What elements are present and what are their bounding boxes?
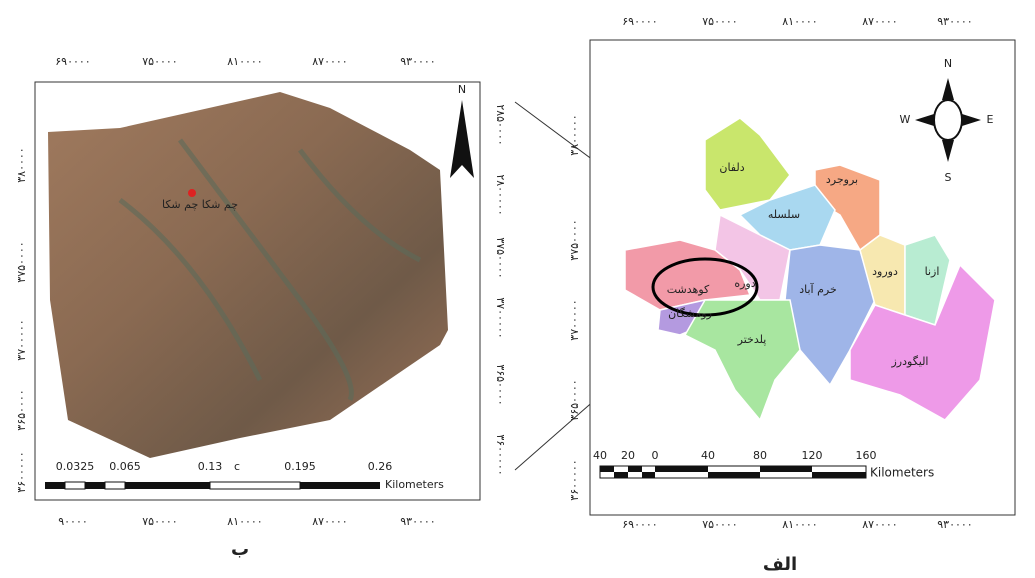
scale-segment [642,472,655,478]
top-tick-label: ۹۳۰۰۰۰ [400,55,435,68]
highlight-ellipse [651,257,759,317]
left-tick-label: ۳۶۵۰۰۰۰ [15,389,28,430]
scale-label: 20 [621,449,635,462]
bottom-tick-label: ۷۵۰۰۰۰ [702,518,737,531]
scale-segment [614,472,628,478]
right-tick-label: ۳۶۵۰۰۰۰ [494,364,507,405]
scale-label: 0.13 [198,460,223,473]
compass-arrow [915,114,934,126]
caption: الف [763,554,797,575]
region-label: الیگودرز [890,355,928,368]
region [904,234,951,326]
region-label: دورود [872,265,898,278]
bottom-tick-label: ۷۵۰۰۰۰ [142,515,177,528]
region [849,263,996,421]
north-label: N [458,83,466,96]
right-tick-label: ۳۷۵۰۰۰۰ [494,237,507,278]
scale-segment [600,466,614,472]
compass-label: N [944,57,952,70]
scale-label: 0.0325 [56,460,95,473]
scale-label: 80 [753,449,767,462]
scale-segment [708,472,760,478]
compass [933,99,963,141]
top-tick-label: ۶۹۰۰۰۰ [55,55,90,68]
region [683,299,801,422]
left-tick-label: ۳۶۰۰۰۰۰ [15,451,28,492]
scale-label: 0.065 [109,460,141,473]
scale-label: 40 [701,449,715,462]
scale-segment [760,466,812,472]
compass-arrow [942,140,954,162]
region-label: دوره [734,277,755,290]
region-label: خرم آباد [799,282,837,296]
region-label: ازنا [925,265,940,278]
scale-unit: Kilometers [870,466,934,480]
compass-arrow [942,78,954,100]
bottom-tick-label: ۸۱۰۰۰۰ [227,515,262,528]
bottom-tick-label: ۸۷۰۰۰۰ [862,518,897,531]
top-tick-label: ۷۵۰۰۰۰ [142,55,177,68]
compass-label: S [945,171,952,184]
top-tick-label: ۸۷۰۰۰۰ [862,15,897,28]
top-tick-label: ۶۹۰۰۰۰ [622,15,657,28]
region [704,117,791,211]
compass-arrow [962,114,981,126]
top-tick-label: ۷۵۰۰۰۰ [702,15,737,28]
left-tick-label: ۳۸۰۰۰۰۰ [568,114,581,155]
scale-segment [104,481,126,490]
scale-label: 0 [652,449,659,462]
top-tick-label: ۸۱۰۰۰۰ [227,55,262,68]
scale-label: 160 [856,449,877,462]
scale-label: 120 [802,449,823,462]
left-tick-label: ۳۶۵۰۰۰۰ [568,379,581,420]
region [624,239,752,311]
region-label: رومشگان [668,307,712,320]
right-tick-label: ۳۷۰۰۰۰۰ [494,297,507,338]
scale-label: c [234,460,240,473]
scale-label: 40 [593,449,607,462]
region-label: کوهدشت [667,283,710,296]
bottom-tick-label: ۹۳۰۰۰۰ [937,518,972,531]
bottom-tick-label: ۶۹۰۰۰۰ [622,518,657,531]
left-tick-label: ۳۷۵۰۰۰۰ [15,241,28,282]
left-tick-label: ۳۶۰۰۰۰۰ [568,459,581,500]
left-tick-label: ۳۸۰۰۰۰ [15,147,28,182]
left-tick-label: ۳۷۰۰۰۰۰ [15,319,28,360]
compass-label: E [987,113,994,126]
scale-segment [64,481,86,490]
place-marker [188,189,196,197]
scale-segment [628,466,642,472]
region-label: بروجرد [826,173,858,186]
scale-segment [812,472,866,478]
right-tick-label: ۳۶۰۰۰۰۰ [494,434,507,475]
bottom-tick-label: ۹۳۰۰۰۰ [400,515,435,528]
left-tick-label: ۳۷۰۰۰۰۰ [568,299,581,340]
scale-label: 0.195 [284,460,316,473]
scale-segment [209,481,301,490]
left-tick-label: ۳۷۵۰۰۰۰ [568,219,581,260]
bottom-tick-label: ۸۷۰۰۰۰ [312,515,347,528]
caption: ب [231,539,249,560]
satellite-image [48,92,448,458]
valleys [118,138,422,402]
top-tick-label: ۸۱۰۰۰۰ [782,15,817,28]
region-label: پلدختر [737,333,767,346]
compass-label: W [900,113,911,126]
right-tick-label: ۲۸۵۰۰۰۰ [494,104,507,145]
scale-unit: Kilometers [385,478,444,491]
bottom-tick-label: ۸۱۰۰۰۰ [782,518,817,531]
top-tick-label: ۹۳۰۰۰۰ [937,15,972,28]
region-label: دلفان [719,161,744,174]
top-tick-label: ۸۷۰۰۰۰ [312,55,347,68]
right-tick-label: ۲۸۰۰۰۰۰ [494,174,507,215]
bottom-tick-label: ۹۰۰۰۰ [58,515,88,528]
scale-segment [655,466,708,472]
region-label: سلسله [768,208,800,221]
scale-label: 0.26 [368,460,393,473]
place-label: چم شکا چم شکا [162,198,238,211]
north-arrow [450,100,474,178]
